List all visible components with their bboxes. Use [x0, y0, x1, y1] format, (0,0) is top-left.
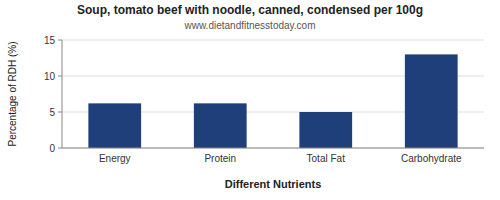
- chart-container: Soup, tomato beef with noodle, canned, c…: [0, 0, 500, 200]
- y-axis-title: Percentage of RDH (%): [7, 41, 18, 146]
- y-axis-line: [62, 40, 63, 148]
- y-tick-label: 5: [49, 107, 55, 118]
- x-tick-label: Energy: [99, 153, 131, 164]
- x-tick-label: Protein: [204, 153, 236, 164]
- x-axis-title: Different Nutrients: [225, 178, 322, 190]
- y-tick-label: 10: [44, 71, 56, 82]
- subtitle: www.dietandfitnesstoday.com: [184, 20, 316, 31]
- y-tick-label: 0: [49, 143, 55, 154]
- x-tick-label: Carbohydrate: [401, 153, 462, 164]
- x-axis-line: [62, 148, 484, 149]
- y-tick-label: 15: [44, 35, 56, 46]
- title: Soup, tomato beef with noodle, canned, c…: [77, 3, 423, 17]
- grid-line: [62, 148, 484, 149]
- y-tick: [58, 148, 62, 149]
- bar: [299, 112, 352, 148]
- y-axis: 0 5 10 15: [44, 35, 484, 154]
- bar: [88, 103, 141, 148]
- bars: [88, 54, 457, 148]
- chart: Soup, tomato beef with noodle, canned, c…: [0, 0, 500, 200]
- bar: [405, 54, 458, 148]
- bar: [194, 103, 247, 148]
- y-tick: [58, 112, 62, 113]
- x-tick-label: Total Fat: [307, 153, 346, 164]
- y-tick: [58, 40, 62, 41]
- grid-line: [62, 40, 484, 41]
- x-axis: Energy Protein Total Fat Carbohydrate: [99, 153, 462, 164]
- y-tick: [58, 76, 62, 77]
